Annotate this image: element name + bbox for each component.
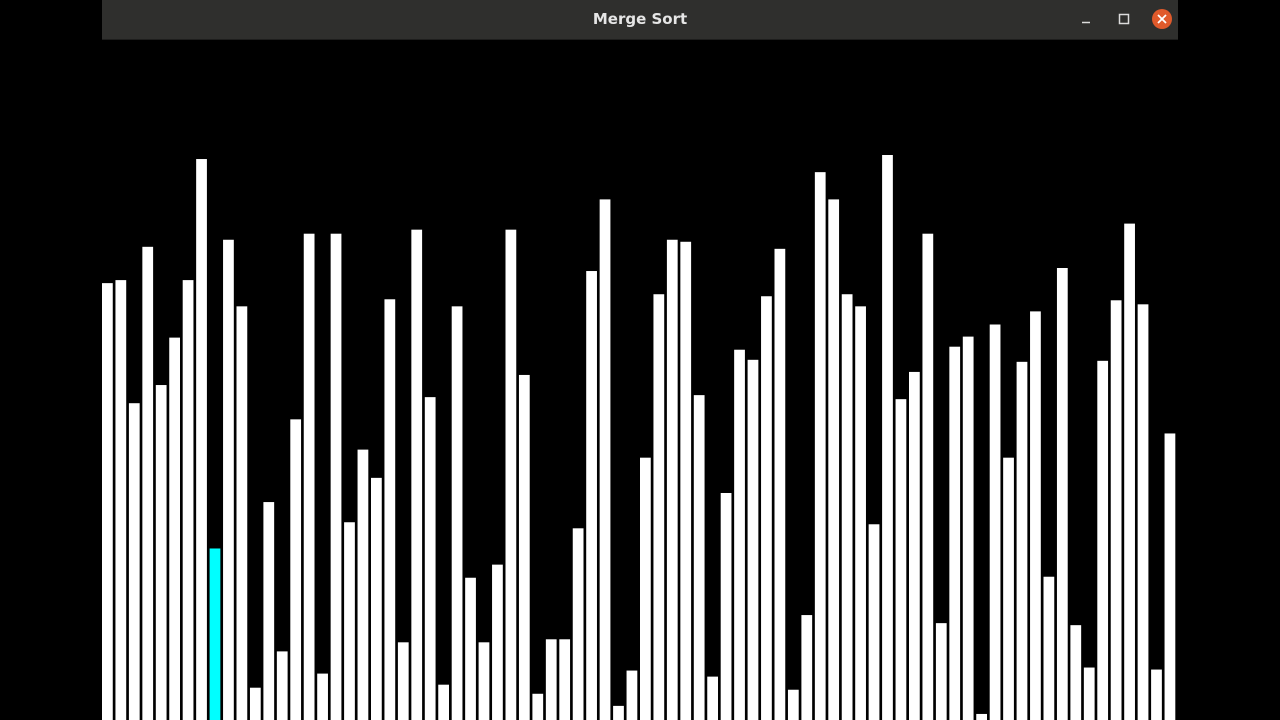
bar	[935, 623, 947, 720]
bar	[317, 673, 328, 720]
bar	[814, 172, 826, 720]
app-window: Merge Sort	[102, 0, 1178, 720]
bar	[801, 615, 813, 720]
bar	[1070, 625, 1082, 720]
bar	[761, 296, 772, 720]
bar	[989, 324, 1001, 720]
bar	[720, 492, 732, 720]
bar	[1110, 300, 1122, 720]
bar	[747, 359, 759, 720]
bar	[155, 385, 167, 720]
bar	[855, 306, 866, 720]
bar	[707, 676, 719, 720]
bar	[182, 280, 194, 720]
bar	[841, 294, 853, 720]
minimize-button[interactable]	[1074, 7, 1098, 31]
bar	[976, 713, 988, 720]
bar	[263, 502, 275, 720]
close-button[interactable]	[1150, 7, 1174, 31]
bar	[559, 639, 571, 720]
bar	[693, 395, 705, 720]
bar	[787, 689, 799, 720]
minimize-icon	[1082, 21, 1090, 24]
bar	[492, 564, 503, 720]
bar	[895, 399, 907, 720]
bar	[438, 684, 450, 720]
bar	[949, 346, 961, 720]
bar	[465, 577, 476, 720]
bar	[330, 233, 342, 720]
bar	[868, 524, 880, 720]
bar	[653, 294, 665, 720]
bar	[586, 271, 597, 720]
bar	[962, 336, 974, 720]
bar	[1124, 223, 1135, 720]
bar	[572, 528, 584, 720]
bar	[169, 337, 181, 720]
bar	[909, 371, 920, 720]
bar	[599, 199, 611, 720]
bar	[397, 642, 409, 720]
maximize-icon	[1118, 13, 1130, 25]
bar	[384, 299, 396, 720]
sort-visualization	[102, 40, 1178, 720]
bar	[303, 233, 315, 720]
bar	[411, 229, 423, 720]
bar	[532, 693, 544, 720]
bar	[882, 155, 893, 720]
bar	[128, 403, 140, 720]
bar	[196, 159, 207, 720]
bar	[142, 246, 154, 720]
bar	[276, 651, 288, 720]
bar-chart	[102, 155, 1176, 720]
bar	[236, 306, 248, 720]
highlighted-bar	[209, 548, 221, 720]
bar	[613, 705, 624, 720]
title-bar[interactable]: Merge Sort	[102, 0, 1178, 40]
bar	[249, 687, 261, 720]
bar	[505, 229, 517, 720]
bar	[357, 449, 369, 720]
bar	[1151, 669, 1162, 720]
close-icon	[1152, 9, 1172, 29]
bar	[774, 248, 786, 720]
bar	[1097, 360, 1109, 720]
bar	[1056, 268, 1068, 720]
bar	[545, 639, 557, 720]
bar	[424, 397, 436, 720]
bar	[1043, 576, 1055, 720]
bar	[640, 457, 651, 720]
window-title: Merge Sort	[592, 10, 688, 28]
bar	[1003, 457, 1014, 720]
bar	[290, 419, 302, 720]
bar	[734, 349, 745, 720]
bar	[518, 374, 530, 720]
bar	[115, 280, 127, 720]
bar	[1083, 667, 1095, 720]
bar	[223, 239, 234, 720]
bar	[1164, 433, 1176, 720]
bar	[666, 239, 678, 720]
bar	[1137, 304, 1149, 720]
bar	[680, 241, 692, 720]
bar	[451, 306, 463, 720]
maximize-button[interactable]	[1112, 7, 1136, 31]
bar	[828, 199, 840, 720]
bar	[371, 477, 382, 720]
bar	[1030, 311, 1041, 720]
bar	[922, 233, 934, 720]
bar	[626, 670, 638, 720]
bar	[102, 283, 113, 720]
bar	[478, 642, 490, 720]
bar	[344, 522, 355, 720]
bar	[1016, 361, 1028, 720]
